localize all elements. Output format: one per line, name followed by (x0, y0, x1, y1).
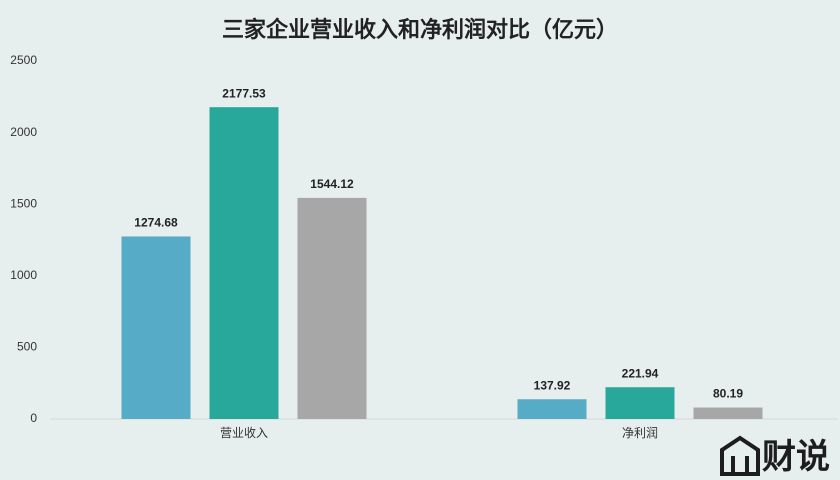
logo-text: 财说 (762, 438, 830, 476)
value-label: 1274.68 (134, 216, 178, 230)
x-tick-label: 净利润 (622, 426, 658, 440)
bar (605, 387, 675, 419)
bar (209, 107, 279, 419)
y-tick-label: 500 (17, 340, 37, 354)
y-tick-label: 2000 (10, 125, 37, 139)
value-label: 80.19 (713, 387, 743, 401)
logo-icon (720, 435, 760, 476)
value-label: 1544.12 (310, 177, 354, 191)
y-tick-label: 0 (30, 411, 37, 425)
bar (693, 407, 763, 419)
bar (517, 399, 587, 419)
value-label: 221.94 (622, 366, 659, 380)
value-label: 137.92 (534, 378, 571, 392)
y-tick-label: 1500 (10, 196, 37, 210)
value-label: 2177.53 (222, 86, 266, 100)
x-tick-label: 营业收入 (220, 426, 268, 440)
chart-title: 三家企业营业收入和净利润对比（亿元） (222, 17, 618, 42)
bar (121, 236, 191, 419)
y-tick-label: 2500 (10, 53, 37, 67)
y-tick-label: 1000 (10, 268, 37, 282)
bar (297, 197, 367, 419)
